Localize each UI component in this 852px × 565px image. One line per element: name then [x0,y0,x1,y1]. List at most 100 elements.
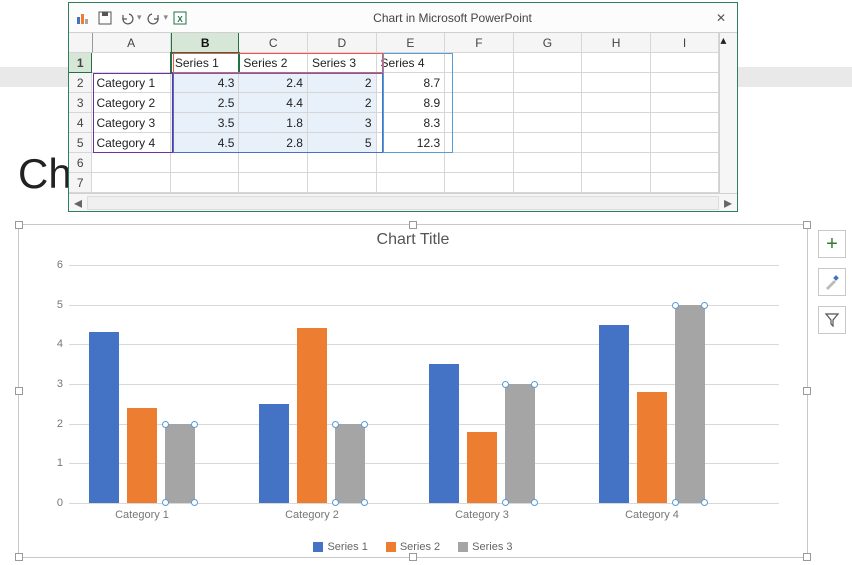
bar-series2-1[interactable] [297,328,327,503]
cell-C5[interactable]: 2.8 [239,133,308,153]
row-header-1[interactable]: 1 [69,53,92,73]
cell-G4[interactable] [514,113,583,133]
chart-legend[interactable]: Series 1Series 2Series 3 [19,541,807,553]
chart-handle[interactable] [15,553,23,561]
redo-icon[interactable] [146,10,162,26]
bar-series1-3[interactable] [599,325,629,504]
vertical-scrollbar[interactable] [719,113,737,133]
cell-E7[interactable] [377,173,446,193]
cell-E5[interactable]: 12.3 [377,133,446,153]
vertical-scrollbar[interactable] [719,133,737,153]
column-header-E[interactable]: E [377,33,446,53]
bar-series1-1[interactable] [259,404,289,503]
column-header-I[interactable]: I [651,33,720,53]
scroll-track[interactable] [87,196,719,210]
row-header-5[interactable]: 5 [69,133,92,153]
vertical-scrollbar[interactable]: ▴ [719,33,737,53]
cell-D1[interactable]: Series 3 [308,53,377,73]
chart-title[interactable]: Chart Title [19,225,807,253]
cell-A2[interactable]: Category 1 [92,73,170,93]
cell-E2[interactable]: 8.7 [377,73,446,93]
chart-filter-button[interactable] [818,306,846,334]
column-header-H[interactable]: H [582,33,651,53]
cell-B1[interactable]: Series 1 [171,53,240,73]
chart-handle[interactable] [803,221,811,229]
cell-H7[interactable] [582,173,651,193]
cell-A1[interactable] [92,53,170,73]
window-titlebar[interactable]: ▾ ▾ X Chart in Microsoft PowerPoint ✕ [69,3,737,33]
chart-handle[interactable] [803,387,811,395]
column-header-F[interactable]: F [445,33,514,53]
bar-series3-2[interactable] [505,384,535,503]
horizontal-scrollbar[interactable]: ◂ ▸ [69,193,737,211]
cell-G6[interactable] [514,153,583,173]
column-header-G[interactable]: G [514,33,583,53]
cell-B2[interactable]: 4.3 [171,73,240,93]
cell-B5[interactable]: 4.5 [171,133,240,153]
chart-handle[interactable] [803,553,811,561]
column-header-D[interactable]: D [308,33,377,53]
cell-D3[interactable]: 2 [308,93,377,113]
cell-H5[interactable] [582,133,651,153]
undo-dropdown-icon[interactable]: ▾ [137,12,142,23]
bar-series1-2[interactable] [429,364,459,503]
cell-H4[interactable] [582,113,651,133]
cell-H6[interactable] [582,153,651,173]
cell-D4[interactable]: 3 [308,113,377,133]
cell-I6[interactable] [651,153,720,173]
bar-series1-0[interactable] [89,332,119,503]
undo-icon[interactable] [119,10,135,26]
cell-A3[interactable]: Category 2 [92,93,170,113]
scroll-right-icon[interactable]: ▸ [721,193,735,213]
row-header-6[interactable]: 6 [69,153,92,173]
row-header-3[interactable]: 3 [69,93,92,113]
chart-icon[interactable] [75,10,91,26]
cell-C4[interactable]: 1.8 [239,113,308,133]
cell-I5[interactable] [651,133,720,153]
column-header-C[interactable]: C [239,33,308,53]
cell-G1[interactable] [514,53,583,73]
cell-A5[interactable]: Category 4 [92,133,170,153]
cell-I1[interactable] [651,53,720,73]
cell-F4[interactable] [445,113,514,133]
cell-F1[interactable] [445,53,514,73]
scroll-left-icon[interactable]: ◂ [71,193,85,213]
bar-series2-2[interactable] [467,432,497,503]
vertical-scrollbar[interactable] [719,53,737,73]
cell-F3[interactable] [445,93,514,113]
redo-dropdown-icon[interactable]: ▾ [164,12,169,23]
bar-series2-3[interactable] [637,392,667,503]
cell-C3[interactable]: 4.4 [239,93,308,113]
cell-D6[interactable] [308,153,377,173]
legend-item[interactable]: Series 1 [313,541,367,553]
column-header-A[interactable]: A [93,33,171,53]
cell-C1[interactable]: Series 2 [239,53,308,73]
cell-D2[interactable]: 2 [308,73,377,93]
chart-elements-button[interactable]: + [818,230,846,258]
cell-F7[interactable] [445,173,514,193]
chart-handle[interactable] [409,553,417,561]
cell-E6[interactable] [377,153,446,173]
vertical-scrollbar[interactable] [719,153,737,173]
cell-B7[interactable] [171,173,240,193]
cell-G3[interactable] [514,93,583,113]
save-icon[interactable] [97,10,113,26]
cell-C2[interactable]: 2.4 [239,73,308,93]
excel-icon[interactable]: X [172,10,188,26]
cell-B4[interactable]: 3.5 [171,113,240,133]
chart-plot-area[interactable]: 0123456Category 1Category 2Category 3Cat… [69,265,779,503]
cell-A6[interactable] [92,153,170,173]
cell-I4[interactable] [651,113,720,133]
cell-C6[interactable] [239,153,308,173]
chart-object[interactable]: Chart Title 0123456Category 1Category 2C… [18,224,808,558]
cell-A4[interactable]: Category 3 [92,113,170,133]
cell-I2[interactable] [651,73,720,93]
row-header-4[interactable]: 4 [69,113,92,133]
cell-G2[interactable] [514,73,583,93]
cell-D7[interactable] [308,173,377,193]
vertical-scrollbar[interactable] [719,73,737,93]
cell-A7[interactable] [92,173,170,193]
spreadsheet-grid[interactable]: ABCDEFGHI▴1Series 1Series 2Series 3Serie… [69,33,737,193]
vertical-scrollbar[interactable] [719,173,737,193]
bar-series3-0[interactable] [165,424,195,503]
